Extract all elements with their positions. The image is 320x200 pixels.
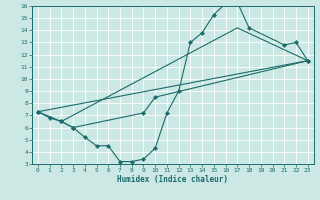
X-axis label: Humidex (Indice chaleur): Humidex (Indice chaleur) (117, 175, 228, 184)
